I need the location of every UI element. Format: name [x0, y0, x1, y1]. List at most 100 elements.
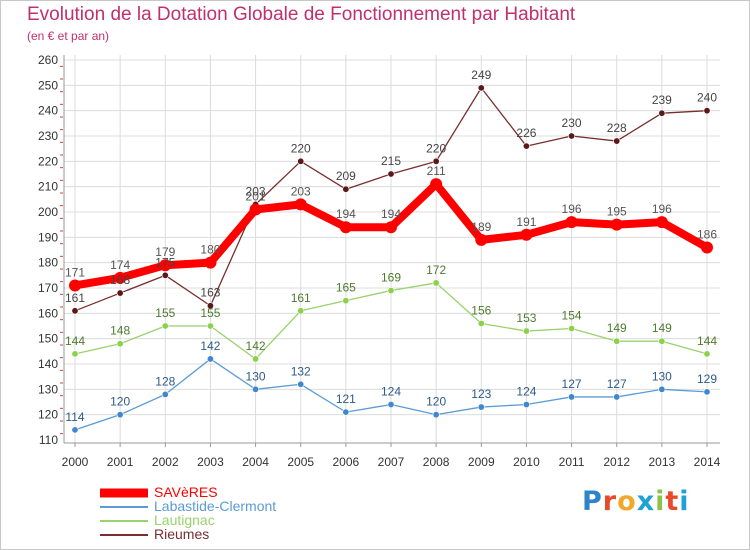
- legend-label: SAVèRES: [154, 484, 218, 500]
- y-tick-label: 180: [38, 256, 58, 270]
- data-label: 120: [110, 395, 130, 409]
- x-tick-label: 2012: [603, 455, 630, 469]
- data-label: 153: [516, 311, 536, 325]
- data-label: 239: [652, 93, 672, 107]
- data-point: [522, 401, 530, 409]
- y-tick-label: 190: [38, 230, 58, 244]
- data-point: [387, 287, 395, 295]
- data-label: 132: [291, 364, 311, 378]
- data-label: 144: [697, 334, 717, 348]
- data-point: [387, 170, 395, 178]
- y-tick-label: 120: [38, 408, 58, 422]
- data-point: [252, 385, 260, 393]
- data-point: [387, 401, 395, 409]
- data-label: 240: [697, 91, 717, 105]
- legend-swatch: [100, 520, 148, 522]
- data-point: [475, 233, 488, 246]
- data-label: 161: [291, 291, 311, 305]
- legend-swatch: [100, 534, 148, 536]
- data-point: [703, 107, 711, 115]
- y-tick-label: 110: [39, 433, 58, 447]
- data-label: 209: [336, 169, 356, 183]
- data-point: [565, 216, 578, 229]
- y-tick-label: 200: [38, 205, 58, 219]
- data-point: [568, 132, 576, 140]
- data-point: [297, 380, 305, 388]
- data-label: 161: [65, 291, 85, 305]
- data-point: [161, 322, 169, 330]
- data-point: [522, 327, 530, 335]
- data-label: 156: [471, 303, 491, 317]
- data-label: 195: [607, 205, 627, 219]
- data-point: [159, 259, 172, 272]
- data-point: [116, 289, 124, 297]
- data-label: 186: [697, 227, 717, 241]
- data-point: [613, 337, 621, 345]
- data-point: [252, 355, 260, 363]
- x-tick-label: 2006: [333, 455, 360, 469]
- data-label: 144: [65, 334, 85, 348]
- data-label: 171: [65, 265, 85, 279]
- data-point: [206, 355, 214, 363]
- data-point: [568, 393, 576, 401]
- y-tick-label: 230: [38, 129, 58, 143]
- data-point: [477, 84, 485, 92]
- data-point: [613, 393, 621, 401]
- data-point: [477, 403, 485, 411]
- data-point: [658, 385, 666, 393]
- data-label: 168: [110, 273, 130, 287]
- data-point: [71, 426, 79, 434]
- data-label: 154: [562, 309, 582, 323]
- data-point: [613, 137, 621, 145]
- data-point: [385, 221, 397, 234]
- y-tick-label: 170: [38, 281, 58, 295]
- x-tick-label: 2002: [152, 455, 179, 469]
- y-tick-label: 240: [38, 104, 58, 118]
- x-tick-label: 2004: [242, 455, 269, 469]
- data-label: 189: [471, 220, 491, 234]
- data-point: [342, 185, 350, 193]
- data-label: 114: [65, 410, 84, 424]
- data-point: [71, 350, 79, 358]
- data-label: 124: [516, 385, 536, 399]
- y-tick-label: 210: [38, 180, 58, 194]
- data-point: [206, 322, 214, 330]
- data-label: 230: [562, 116, 582, 130]
- data-point: [206, 302, 214, 310]
- data-label: 203: [291, 184, 311, 198]
- data-label: 120: [426, 395, 446, 409]
- data-point: [161, 390, 169, 398]
- data-label: 142: [246, 339, 266, 353]
- data-label: 226: [516, 126, 536, 140]
- legend-label: Labastide-Clermont: [154, 498, 277, 514]
- data-label: 175: [155, 255, 175, 269]
- data-label: 194: [336, 207, 356, 221]
- data-point: [430, 178, 443, 191]
- x-tick-label: 2014: [694, 455, 721, 469]
- data-label: 130: [246, 369, 266, 383]
- x-tick-label: 2010: [513, 455, 540, 469]
- y-tick-label: 260: [38, 53, 58, 67]
- data-point: [432, 411, 440, 419]
- data-label: 123: [471, 387, 491, 401]
- data-point: [116, 340, 124, 348]
- data-label: 149: [652, 321, 672, 335]
- data-point: [294, 198, 307, 211]
- y-tick-label: 140: [38, 357, 58, 371]
- data-label: 211: [427, 164, 446, 178]
- data-label: 196: [562, 202, 582, 216]
- data-point: [658, 109, 666, 117]
- data-label: 155: [200, 306, 220, 320]
- data-point: [655, 216, 668, 229]
- data-label: 191: [516, 215, 536, 229]
- data-label: 129: [697, 372, 717, 386]
- data-label: 201: [246, 189, 266, 203]
- data-point: [703, 388, 711, 396]
- data-label: 203: [246, 184, 266, 198]
- data-point: [342, 297, 350, 305]
- data-label: 220: [291, 141, 311, 155]
- x-tick-label: 2009: [468, 455, 495, 469]
- data-point: [297, 307, 305, 315]
- data-label: 149: [607, 321, 627, 335]
